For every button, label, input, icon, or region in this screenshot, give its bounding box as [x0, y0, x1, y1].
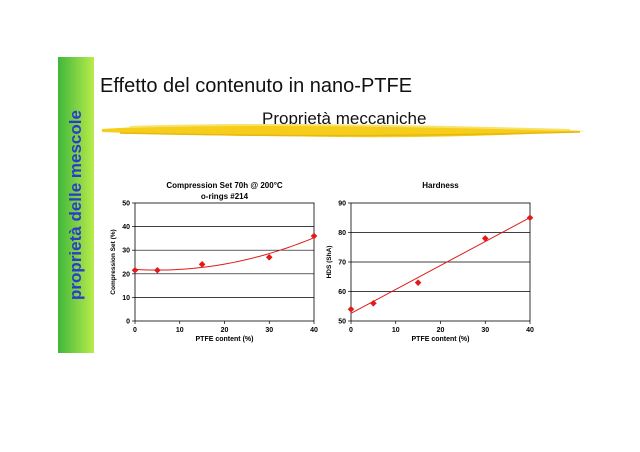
y-axis-label: HDS (ShA) [326, 246, 333, 279]
data-point [198, 261, 206, 268]
y-tick-label: 80 [338, 230, 346, 237]
hardness-plot: Hardness 50 60 70 80 90 0 10 20 30 40 PTFE content … [326, 181, 534, 343]
data-point [131, 266, 139, 274]
x-tick-label: 10 [176, 327, 184, 334]
compression-set-chart: Compression Set 70h @ 200°C o-rings #214 0… [105, 181, 325, 352]
y-tick-label: 0 [126, 319, 130, 326]
slide-title: Effetto del contenuto in nano-PTFE [100, 75, 413, 97]
hardness-chart: Hardness 50 60 70 80 90 0 10 20 30 40 PTFE content … [316, 181, 541, 352]
data-point [481, 235, 489, 242]
x-tick-label: 40 [526, 327, 534, 334]
data-point [526, 214, 534, 222]
y-tick-label: 50 [338, 319, 346, 326]
plot-frame [134, 202, 315, 322]
trend-line [350, 217, 531, 314]
y-tick-label: 40 [122, 224, 130, 231]
data-point [154, 266, 161, 274]
x-tick-label: 40 [310, 327, 318, 334]
chart-title: Hardness [422, 181, 459, 190]
y-tick-label: 10 [122, 295, 130, 302]
x-axis-label: PTFE content (%) [412, 336, 470, 343]
x-tick-label: 30 [481, 327, 489, 334]
chart-title: Compression Set 70h @ 200°C [166, 181, 283, 190]
y-tick-label: 90 [338, 201, 346, 208]
x-tick-label: 0 [133, 327, 137, 334]
x-tick-label: 30 [265, 327, 273, 334]
compression-set-plot: Compression Set 70h @ 200°C o-rings #214 0… [110, 181, 318, 343]
trend-line [134, 237, 315, 271]
x-tick-label: 0 [349, 327, 353, 334]
y-tick-label: 70 [338, 260, 346, 267]
x-tick-label: 20 [221, 327, 229, 334]
y-tick-label: 60 [338, 289, 346, 296]
y-tick-label: 50 [122, 201, 130, 208]
x-axis-label: PTFE content (%) [196, 336, 254, 343]
y-tick-label: 30 [122, 248, 130, 255]
data-point [265, 253, 273, 261]
data-point [370, 300, 377, 307]
y-axis-label: Compression Set (%) [110, 229, 117, 294]
chart-title: o-rings #214 [201, 192, 249, 201]
x-tick-label: 10 [392, 327, 400, 334]
data-point [347, 305, 355, 313]
sidebar-band [58, 57, 94, 353]
highlighter-stroke-decoration [102, 124, 586, 138]
x-tick-label: 20 [437, 327, 445, 334]
slide-subtitle: Proprietà meccaniche [262, 109, 427, 128]
data-point [310, 232, 318, 240]
data-point [414, 279, 422, 286]
y-tick-label: 20 [122, 271, 130, 278]
